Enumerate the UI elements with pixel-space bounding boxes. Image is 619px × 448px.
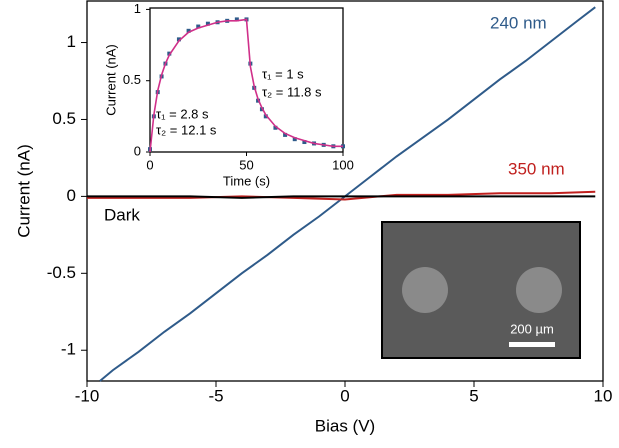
series-label: Dark [104, 205, 140, 224]
data-point [234, 17, 239, 22]
data-point [283, 132, 288, 137]
series-line [87, 195, 596, 199]
y-axis-label: Current (nA) [103, 44, 118, 116]
series-label: 350 nm [508, 159, 565, 178]
y-tick-label: 1 [134, 1, 141, 16]
annotation: τ₁ = 2.8 s [156, 106, 209, 121]
series-line [149, 18, 343, 153]
plot-frame [149, 7, 344, 153]
y-tick-label: 0.5 [52, 109, 76, 128]
x-axis-label: Time (s) [223, 173, 270, 188]
x-tick-label: 0 [340, 386, 349, 405]
sem-electrode [516, 267, 562, 313]
data-point [292, 137, 297, 142]
y-tick-label: 0 [134, 143, 141, 158]
x-tick-label: 100 [332, 157, 354, 172]
y-tick-label: 0 [67, 186, 76, 205]
x-axis-label: Bias (V) [315, 416, 375, 435]
y-tick-label: 1 [67, 32, 76, 51]
data-point [186, 28, 191, 33]
scale-bar-label: 200 µm [510, 321, 554, 336]
x-tick-label: -5 [208, 386, 223, 405]
y-axis-label: Current (nA) [14, 144, 33, 238]
scale-bar [509, 342, 555, 347]
data-point [196, 24, 201, 29]
y-tick-label: 0.5 [123, 72, 141, 87]
series-label: 240 nm [490, 13, 547, 32]
data-point [302, 140, 307, 145]
y-tick-label: -1 [61, 340, 76, 359]
x-tick-label: 5 [469, 386, 478, 405]
x-tick-label: 0 [146, 157, 153, 172]
data-point [273, 125, 278, 130]
annotation: τ₂ = 11.8 s [262, 84, 322, 99]
annotation: τ₂ = 12.1 s [156, 122, 217, 137]
y-tick-label: -0.5 [47, 263, 76, 282]
x-tick-label: 10 [594, 386, 613, 405]
x-tick-label: -10 [75, 386, 100, 405]
annotation: τ₁ = 1 s [262, 66, 304, 81]
x-tick-label: 50 [239, 157, 253, 172]
data-point [205, 21, 210, 26]
data-point [176, 37, 181, 42]
series-line [87, 190, 596, 201]
sem-electrode [402, 267, 448, 313]
data-point [263, 114, 268, 119]
